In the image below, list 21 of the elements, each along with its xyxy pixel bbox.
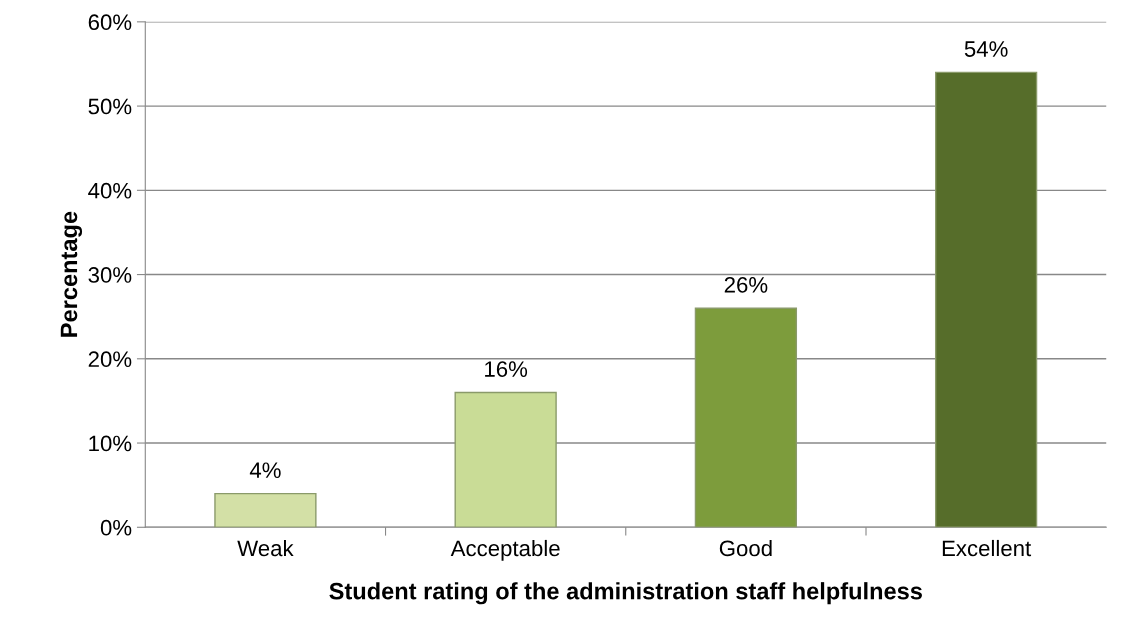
data-label: 16% [485, 361, 528, 377]
y-axis-title: Percentage [60, 211, 83, 337]
bar [934, 71, 1038, 528]
bar [694, 307, 798, 528]
x-axis-title: Student rating of the administration staff helpfulness [329, 582, 922, 605]
y-tick-label: 20% [88, 351, 132, 368]
bar [454, 391, 557, 528]
y-tick-label: 0% [100, 519, 132, 536]
x-tick-label: Good [719, 539, 772, 557]
y-tick-label: 40% [88, 182, 132, 199]
y-tick-label: 30% [88, 267, 132, 283]
x-tick-label: Weak [237, 539, 294, 557]
data-label: 54% [964, 41, 1008, 57]
y-tick-label: 10% [89, 435, 132, 452]
data-label: 26% [724, 277, 768, 293]
y-tick-label: 50% [88, 98, 132, 115]
data-label: 4% [249, 462, 281, 478]
x-tick-label: Acceptable [450, 539, 560, 561]
bar [214, 492, 317, 528]
x-tick-label: Excellent [942, 539, 1032, 557]
y-tick-label: 60% [88, 14, 132, 31]
